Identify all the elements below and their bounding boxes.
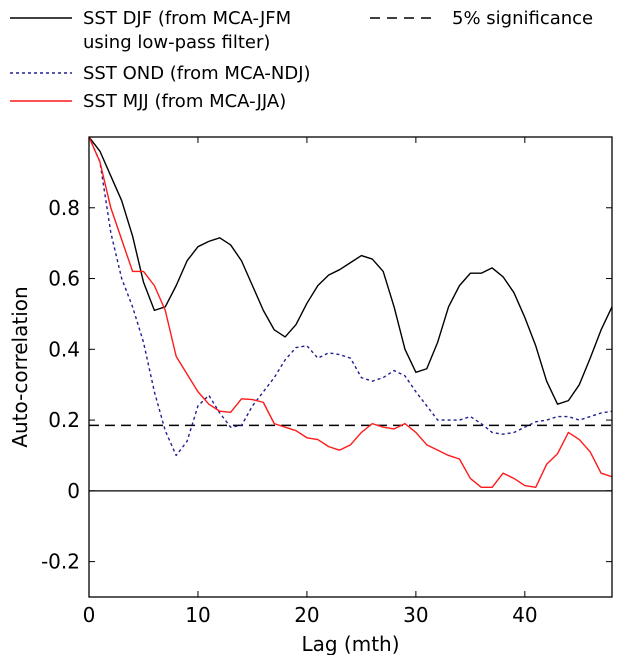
axes: 0 10 20 30 40 -0.2 0 0.2 0.4 0.6 0.8 Lag (mth) Auto-… xyxy=(8,136,613,655)
legend-entry-djf-label: using low-pass filter) xyxy=(83,32,270,53)
y-tick-label: 0.2 xyxy=(48,408,80,432)
y-tick-label: 0.4 xyxy=(48,337,80,361)
legend-entry-ond-label: SST OND (from MCA-NDJ) xyxy=(83,63,311,84)
y-axis-title: Auto-correlation xyxy=(8,286,32,447)
axes-frame xyxy=(88,136,613,598)
series-djf-line xyxy=(89,137,612,405)
series-mjj-line xyxy=(89,137,612,489)
series-ond-line xyxy=(89,137,612,457)
legend-entry-mjj-label: SST MJJ (from MCA-JJA) xyxy=(83,91,286,112)
x-tick-label: 30 xyxy=(403,603,428,627)
plot-area xyxy=(89,137,612,492)
y-tick-label: 0.8 xyxy=(48,196,80,220)
x-tick-label: 0 xyxy=(83,603,96,627)
x-axis-title: Lag (mth) xyxy=(301,632,399,655)
y-tick-label: -0.2 xyxy=(41,550,80,574)
x-tick-label: 10 xyxy=(185,603,210,627)
y-tick-label: 0 xyxy=(67,479,80,503)
legend-entry-significance-label: 5% significance xyxy=(452,8,593,29)
legend-entry-djf-label: SST DJF (from MCA-JFM xyxy=(83,8,291,29)
legend: SST DJF (from MCA-JFM using low-pass filt… xyxy=(10,8,593,112)
x-tick-label: 20 xyxy=(294,603,319,627)
y-tick-label: 0.6 xyxy=(48,267,80,291)
x-tick-label: 40 xyxy=(512,603,537,627)
